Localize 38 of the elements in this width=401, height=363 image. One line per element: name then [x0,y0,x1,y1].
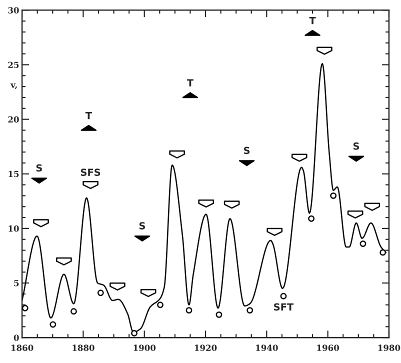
point [380,249,386,256]
y-tick-label: 0 [14,334,19,341]
y-tick-label: 5 [14,280,19,286]
point [280,292,287,300]
annotation: S [353,142,360,150]
y-tick-label: 10 [8,225,19,232]
annotation: T [85,112,92,120]
point [186,307,192,314]
annotation: SFT [274,303,294,311]
point [246,307,254,314]
x-tick-label: 1980 [378,344,400,351]
point [70,308,77,315]
point [360,240,366,247]
annotation: T [309,17,316,24]
annotation: S [139,222,146,230]
annotation: S [244,146,250,154]
x-tick-label: 1920 [194,344,217,351]
point [131,330,138,336]
point [22,304,28,312]
x-tick-label: 1960 [317,344,340,351]
x-tick-label: 1860 [11,344,34,351]
point [216,311,222,318]
annotation: S [36,164,42,172]
y-tick-label: 25 [8,62,19,68]
point [308,215,315,222]
point [330,192,337,199]
y-tick-label: 30 [8,7,19,14]
x-tick-label: 1880 [72,344,94,351]
point [50,321,56,328]
point [97,290,104,296]
annotation: SFS [80,168,100,176]
y-axis-title: v, [10,83,17,90]
x-tick-label: 1900 [134,344,156,351]
y-tick-label: 20 [8,116,19,123]
y-tick-label: 15 [8,170,19,178]
point [157,302,164,308]
annotation: T [186,79,194,86]
x-tick-label: 1940 [256,344,278,351]
